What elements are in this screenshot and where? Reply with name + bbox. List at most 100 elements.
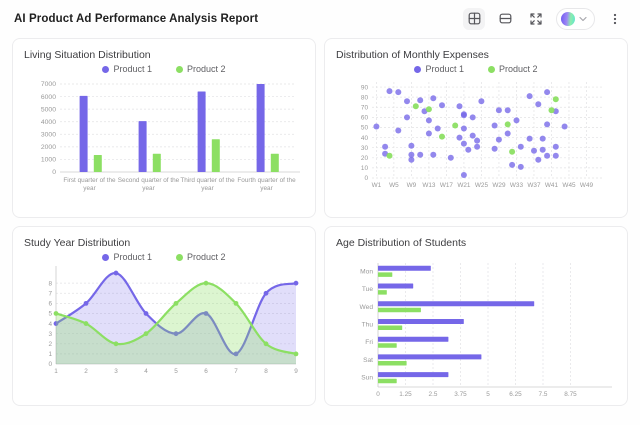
- svg-text:1.25: 1.25: [399, 391, 412, 398]
- rows-layout-icon[interactable]: [494, 8, 516, 30]
- svg-text:4000: 4000: [41, 119, 56, 126]
- svg-text:W25: W25: [475, 182, 489, 189]
- svg-text:Sun: Sun: [361, 375, 373, 382]
- svg-text:W45: W45: [562, 182, 576, 189]
- legend-label: Product 2: [499, 64, 538, 74]
- svg-text:50: 50: [361, 125, 369, 132]
- svg-text:0: 0: [48, 361, 52, 368]
- svg-text:30: 30: [361, 145, 369, 152]
- svg-text:Thu: Thu: [362, 322, 374, 329]
- svg-text:90: 90: [361, 84, 369, 91]
- bar-chart-living-situation[interactable]: 0 1000 2000 3000 4000 5000 6000 7000 First quart…: [24, 74, 304, 204]
- app-header: AI Product Ad Performance Analysis Repor…: [0, 0, 640, 37]
- svg-text:4: 4: [48, 321, 52, 328]
- theme-color-swatch: [561, 11, 575, 26]
- svg-text:5: 5: [48, 311, 52, 318]
- svg-text:W13: W13: [422, 182, 436, 189]
- legend-label: Product 2: [187, 252, 226, 262]
- legend-monthly-expenses: Product 1 Product 2: [336, 64, 616, 74]
- svg-text:8.75: 8.75: [564, 391, 577, 398]
- theme-selector[interactable]: [556, 7, 595, 30]
- svg-text:Mon: Mon: [360, 268, 373, 275]
- svg-text:W1: W1: [372, 182, 382, 189]
- svg-text:0: 0: [52, 169, 56, 176]
- svg-text:0: 0: [364, 175, 368, 182]
- svg-text:3: 3: [48, 331, 52, 338]
- svg-text:W21: W21: [457, 182, 471, 189]
- card-study-year: Study Year Distribution Product 1 Produc…: [12, 226, 316, 406]
- svg-text:6: 6: [48, 301, 52, 308]
- svg-text:4: 4: [144, 368, 148, 375]
- svg-text:W5: W5: [389, 182, 399, 189]
- svg-text:1: 1: [48, 351, 52, 358]
- legend-item-product1[interactable]: Product 1: [102, 252, 152, 262]
- svg-text:8: 8: [264, 368, 268, 375]
- chart-title-study-year: Study Year Distribution: [24, 237, 131, 249]
- svg-text:W29: W29: [492, 182, 506, 189]
- legend-dot-green: [176, 253, 183, 261]
- page-title: AI Product Ad Performance Analysis Repor…: [14, 12, 259, 25]
- svg-text:70: 70: [361, 104, 369, 111]
- svg-text:60: 60: [361, 115, 369, 122]
- svg-text:9: 9: [294, 368, 298, 375]
- svg-text:2.5: 2.5: [429, 391, 438, 398]
- card-living-situation: Living Situation Distribution Product 1 …: [12, 38, 316, 218]
- svg-text:5: 5: [486, 391, 490, 398]
- hbar-chart-age-distribution[interactable]: 0 1.25 2.5 3.75 5 6.25 7.5 8.75 Mon Tue Wed Thu Fri S…: [336, 255, 616, 405]
- grid-layout-icon[interactable]: [463, 7, 485, 30]
- chevron-down-icon: [579, 16, 587, 21]
- scatter-chart-monthly-expenses[interactable]: 0 10 20 30 40 50 60 70 80 90 W1 W5 W9 W13 W17 W21 W25 W29…: [336, 74, 616, 204]
- svg-text:3000: 3000: [41, 131, 56, 138]
- legend-dot-purple: [102, 253, 110, 261]
- svg-text:Second quarter of the: Second quarter of the: [118, 177, 180, 184]
- legend-dot-purple: [102, 65, 110, 73]
- legend-label: Product 1: [113, 64, 152, 74]
- svg-text:0: 0: [376, 391, 380, 398]
- svg-text:7: 7: [48, 290, 52, 297]
- legend-item-product1[interactable]: Product 1: [414, 64, 464, 74]
- svg-text:First quarter of the: First quarter of the: [63, 177, 116, 184]
- svg-text:year: year: [142, 185, 155, 192]
- svg-text:5: 5: [174, 368, 178, 375]
- fullscreen-icon[interactable]: [525, 8, 547, 30]
- svg-text:Wed: Wed: [360, 304, 374, 311]
- svg-text:20: 20: [361, 155, 369, 162]
- svg-text:8: 8: [48, 280, 52, 287]
- svg-text:W41: W41: [545, 182, 559, 189]
- svg-text:year: year: [201, 185, 214, 192]
- svg-text:W17: W17: [440, 182, 454, 189]
- legend-item-product1[interactable]: Product 1: [102, 64, 152, 74]
- legend-label: Product 2: [187, 64, 226, 74]
- svg-text:year: year: [83, 185, 96, 192]
- svg-text:Sat: Sat: [363, 357, 373, 364]
- svg-text:6000: 6000: [41, 94, 56, 101]
- svg-text:2000: 2000: [41, 144, 56, 151]
- svg-text:Tue: Tue: [362, 286, 373, 293]
- legend-label: Product 1: [113, 252, 152, 262]
- svg-text:80: 80: [361, 94, 369, 101]
- card-age-distribution: Age Distribution of Students 0 1.25 2.5 3.7…: [324, 226, 628, 406]
- legend-item-product2[interactable]: Product 2: [176, 252, 226, 262]
- chart-title-monthly-expenses: Distribution of Monthly Expenses: [336, 49, 489, 61]
- svg-text:Third quarter of the: Third quarter of the: [180, 177, 235, 184]
- svg-text:2: 2: [84, 368, 88, 375]
- svg-text:7.5: 7.5: [539, 391, 548, 398]
- svg-text:1: 1: [54, 368, 58, 375]
- svg-text:W9: W9: [407, 182, 417, 189]
- more-menu-icon[interactable]: [604, 8, 626, 30]
- svg-text:3: 3: [114, 368, 118, 375]
- svg-text:6.25: 6.25: [509, 391, 522, 398]
- svg-text:40: 40: [361, 135, 369, 142]
- legend-dot-green: [488, 65, 495, 73]
- svg-text:W37: W37: [527, 182, 541, 189]
- legend-study-year: Product 1 Product 2: [24, 252, 304, 262]
- legend-item-product2[interactable]: Product 2: [488, 64, 538, 74]
- svg-text:3.75: 3.75: [454, 391, 467, 398]
- svg-text:Fourth quarter of the: Fourth quarter of the: [237, 177, 296, 184]
- header-actions: [463, 7, 626, 30]
- svg-text:6: 6: [204, 368, 208, 375]
- legend-item-product2[interactable]: Product 2: [176, 64, 226, 74]
- svg-text:1000: 1000: [41, 157, 56, 164]
- svg-text:W49: W49: [580, 182, 594, 189]
